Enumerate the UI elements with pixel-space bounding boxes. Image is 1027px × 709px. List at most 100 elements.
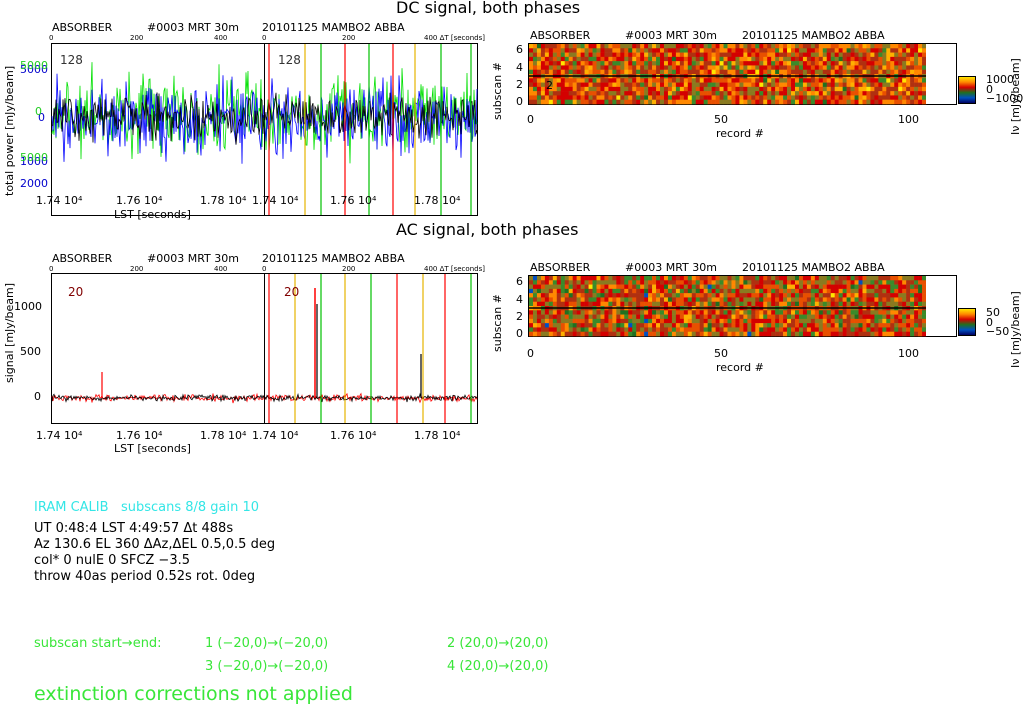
- ac-map-cell: [529, 301, 534, 307]
- ac-map-cell: [731, 327, 736, 333]
- dc-map-cell: [794, 48, 800, 53]
- dc-map-cell: [862, 91, 867, 96]
- dc-map-cell: [890, 78, 895, 83]
- dc-map-cell: [552, 69, 558, 75]
- dc-map-cell: [604, 78, 609, 83]
- dc-map-cell: [858, 78, 863, 83]
- ac-map-cell: [596, 310, 601, 315]
- dc-map-cell: [814, 52, 820, 58]
- dc-map-cell: [783, 56, 788, 62]
- ac-map-cell: [584, 323, 589, 328]
- ac-map-cell: [858, 301, 863, 307]
- ac-map-cell: [806, 310, 812, 315]
- dc-map-cell: [572, 78, 577, 83]
- dc-map-cell: [918, 61, 923, 66]
- dc-map-cell: [671, 86, 677, 92]
- dc-map-cell: [814, 48, 820, 53]
- ac-map-cell: [727, 276, 732, 281]
- ac-map-cell: [556, 276, 562, 281]
- dc-map-cell: [894, 65, 899, 71]
- dc-map-cell: [862, 61, 867, 66]
- ac-map-cell: [731, 276, 736, 281]
- ac-map-cell: [886, 284, 891, 290]
- ac-map-cell: [735, 276, 740, 281]
- dc-map-cell: [580, 86, 585, 92]
- ac-map-cell: [775, 331, 780, 337]
- dc-map-cell: [763, 61, 768, 66]
- ac-map-cell: [576, 276, 581, 281]
- ac-map-cell: [699, 323, 704, 328]
- ac-map-cell: [846, 276, 851, 281]
- ac-map-cell: [572, 314, 577, 320]
- dc-map-inner-label: 2: [546, 79, 553, 92]
- dc-map-cell: [707, 48, 712, 53]
- dc-map-cell: [636, 56, 641, 62]
- dc-map-cell: [604, 86, 609, 92]
- dc-map-cell: [830, 65, 835, 71]
- ac-map-cell: [600, 314, 605, 320]
- ac-map-cell: [656, 301, 661, 307]
- dc-map-cell: [826, 56, 832, 62]
- ac-map-cell: [846, 288, 851, 294]
- dc-map-cell: [918, 91, 923, 96]
- ac-map-cell: [687, 280, 693, 285]
- dc-map-cell: [656, 61, 661, 66]
- ac-map-cell: [532, 314, 538, 320]
- dc-map-cell: [711, 48, 716, 53]
- dc-map-cell: [886, 99, 891, 105]
- ac-map-cell: [759, 301, 764, 307]
- ac-map-cell: [755, 314, 760, 320]
- dc-map-cell: [802, 78, 808, 83]
- ac-map-cell: [882, 280, 887, 285]
- dc-map-cell: [747, 95, 752, 101]
- dc-map-cell: [910, 69, 915, 75]
- dc-map-cell: [723, 65, 728, 71]
- dc-map-cell: [628, 44, 633, 49]
- dc-map-cell: [600, 65, 605, 71]
- ac-map-cell: [723, 293, 728, 298]
- dc-map-cell: [878, 91, 883, 96]
- dc-map-cell: [838, 78, 843, 83]
- ac-map-cell: [906, 314, 911, 320]
- ac-map-cell: [747, 284, 752, 290]
- ac-map-cell: [830, 288, 835, 294]
- ac-map-cell: [802, 323, 808, 328]
- ac-map-cell: [850, 276, 855, 281]
- dc-map-cell: [644, 61, 649, 66]
- dc-map-cell: [735, 95, 740, 101]
- ac-map-cell: [671, 327, 677, 333]
- dc-map-cell: [826, 78, 832, 83]
- dc-ytick-5000: 5000: [20, 63, 48, 76]
- ac-map-cell: [858, 318, 863, 324]
- dc-map-cell: [735, 99, 740, 105]
- dc-map-cell: [715, 99, 720, 105]
- dc-map-cell: [751, 44, 756, 49]
- ac-map-cell: [540, 318, 546, 324]
- ac-map-cell: [806, 314, 812, 320]
- dc-map-cell: [743, 52, 748, 58]
- dc-map-cell: [866, 52, 871, 58]
- ac-map-cell: [854, 276, 859, 281]
- dc-map-cell: [787, 65, 792, 71]
- ac-map-cell: [902, 314, 907, 320]
- dc-map-cell-blank: [926, 44, 956, 104]
- dc-map-cell: [556, 69, 562, 75]
- ac-map-cell: [846, 318, 851, 324]
- dc-map-cell: [560, 78, 566, 83]
- dc-map-cell: [715, 82, 720, 88]
- ac-map-cell: [600, 301, 605, 307]
- dc-map-cell: [890, 65, 895, 71]
- ac-map-cell: [902, 327, 907, 333]
- dc-map-cell: [791, 78, 796, 83]
- dc-map-cell: [878, 44, 883, 49]
- ac-map-cell: [886, 327, 891, 333]
- ac-map-cell: [747, 314, 752, 320]
- dc-map-cell: [616, 78, 621, 83]
- ac-map-cell: [600, 297, 605, 303]
- dc-map-cell: [755, 56, 760, 62]
- ac-map-cell: [822, 293, 828, 298]
- ac-map-cell: [767, 288, 772, 294]
- ac-map-cell: [826, 288, 832, 294]
- dc-map-cell: [914, 95, 919, 101]
- dc-map-cell: [763, 44, 768, 49]
